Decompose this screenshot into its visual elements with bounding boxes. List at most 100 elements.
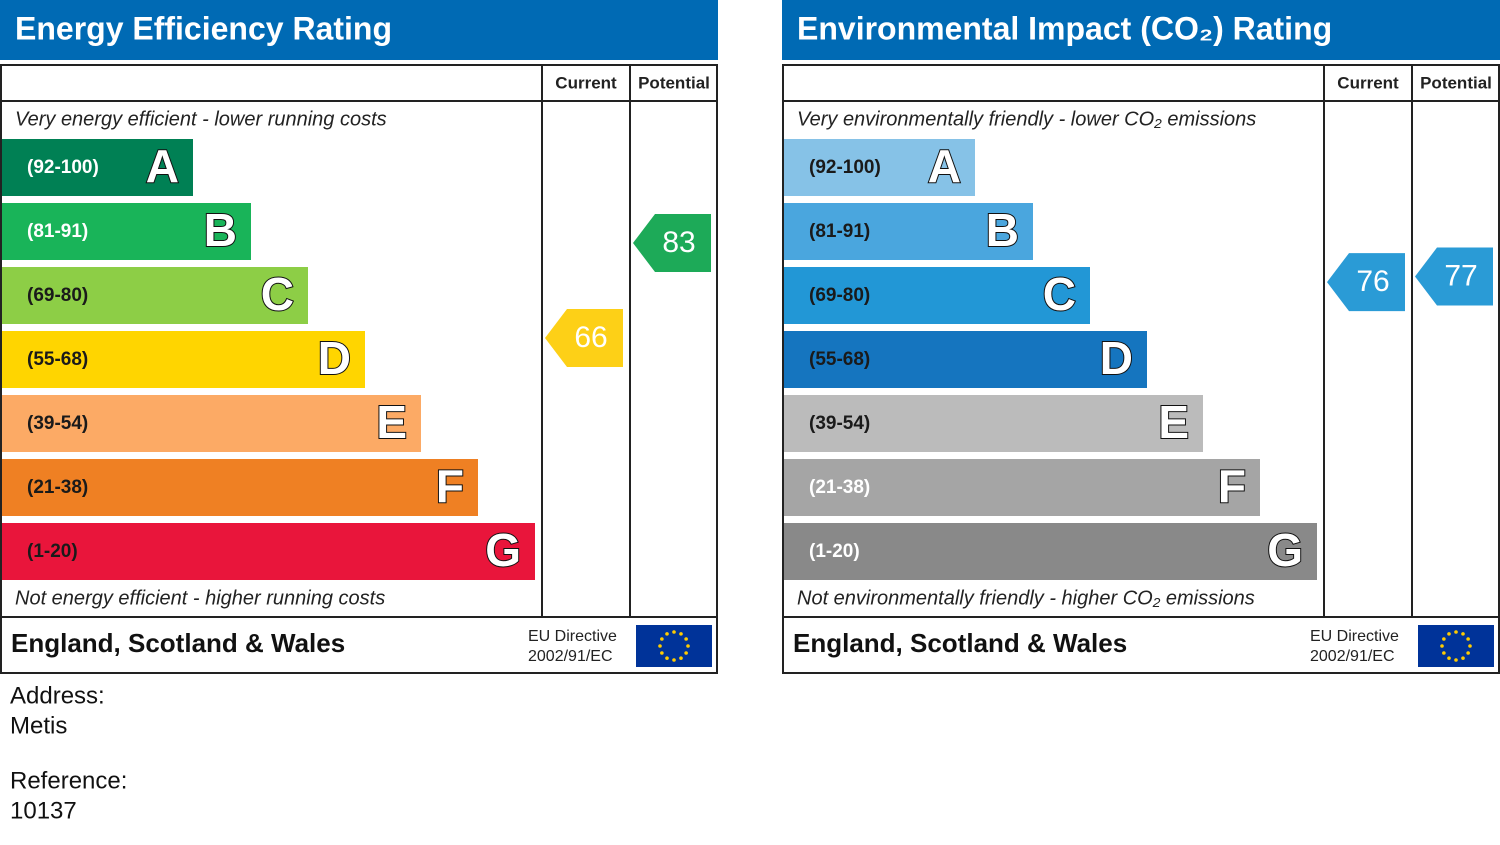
rating-arrow xyxy=(633,214,711,272)
eu-star xyxy=(1447,656,1451,660)
title-bar xyxy=(782,0,1500,60)
rating-band xyxy=(784,523,1317,580)
eu-star xyxy=(684,651,688,655)
band-range: (69-80) xyxy=(809,285,870,306)
rating-band xyxy=(2,331,365,388)
rating-panel: Energy Efficiency Rating Current Potential… xyxy=(0,0,718,674)
eu-star xyxy=(660,651,664,655)
eu-star xyxy=(1461,656,1465,660)
eu-star xyxy=(1466,637,1470,641)
rating-band xyxy=(2,523,535,580)
band-range: (92-100) xyxy=(809,157,881,178)
column-header: Potential xyxy=(638,73,710,92)
rating-band xyxy=(784,395,1203,452)
eu-star xyxy=(686,644,690,648)
band-letter: A xyxy=(928,140,961,192)
rating-band xyxy=(784,331,1147,388)
band-range: (81-91) xyxy=(27,221,88,242)
column-header: Current xyxy=(555,73,617,92)
info-value: Metis xyxy=(10,712,67,739)
frame xyxy=(0,64,718,674)
band-letter: E xyxy=(376,396,407,448)
rating-arrow xyxy=(545,309,623,368)
top-note: Very environmentally friendly - lower CO… xyxy=(797,108,1256,130)
band-range: (81-91) xyxy=(809,221,870,242)
band-letter: G xyxy=(485,524,521,576)
band-letter: A xyxy=(146,140,179,192)
panel-title: Energy Efficiency Rating xyxy=(15,10,392,46)
directive: 2002/91/EC xyxy=(528,648,613,665)
band-range: (21-38) xyxy=(809,477,870,498)
info-label: Reference: xyxy=(10,767,127,794)
rating-band xyxy=(784,459,1260,516)
eu-star xyxy=(660,637,664,641)
band-letter: B xyxy=(204,204,237,256)
title-bar xyxy=(0,0,718,60)
eu-star xyxy=(1447,632,1451,636)
rating-band xyxy=(784,139,975,196)
panel-title: Environmental Impact (CO₂) Rating xyxy=(797,10,1332,46)
bottom-note: Not energy efficient - higher running co… xyxy=(15,587,385,609)
directive: 2002/91/EC xyxy=(1310,648,1395,665)
band-letter: F xyxy=(436,460,464,512)
band-letter: E xyxy=(1158,396,1189,448)
rating-value: 83 xyxy=(662,226,695,259)
eu-star xyxy=(1468,644,1472,648)
band-range: (55-68) xyxy=(27,349,88,370)
band-range: (69-80) xyxy=(27,285,88,306)
band-letter: F xyxy=(1218,460,1246,512)
band-range: (92-100) xyxy=(27,157,99,178)
column-header: Current xyxy=(1337,73,1399,92)
rating-value: 77 xyxy=(1444,259,1477,292)
eu-star xyxy=(679,632,683,636)
band-range: (39-54) xyxy=(27,413,88,434)
rating-band xyxy=(784,267,1090,324)
band-letter: G xyxy=(1267,524,1303,576)
band-letter: D xyxy=(318,332,351,384)
eu-star xyxy=(1461,632,1465,636)
band-range: (21-38) xyxy=(27,477,88,498)
band-range: (1-20) xyxy=(27,541,78,562)
eu-star xyxy=(665,632,669,636)
eu-star xyxy=(672,658,676,662)
info-value: 10137 xyxy=(10,797,77,824)
rating-band xyxy=(2,395,421,452)
rating-band xyxy=(784,203,1033,260)
band-range: (39-54) xyxy=(809,413,870,434)
band-letter: D xyxy=(1100,332,1133,384)
rating-band xyxy=(2,203,251,260)
rating-value: 76 xyxy=(1356,265,1389,298)
rating-band xyxy=(2,267,308,324)
band-letter: C xyxy=(1043,268,1076,320)
eu-star xyxy=(679,656,683,660)
rating-band xyxy=(2,459,478,516)
eu-star xyxy=(672,630,676,634)
rating-band xyxy=(2,139,193,196)
rating-panel: Environmental Impact (CO₂) Rating Current… xyxy=(782,0,1500,674)
band-range: (55-68) xyxy=(809,349,870,370)
band-letter: B xyxy=(986,204,1019,256)
eu-star xyxy=(665,656,669,660)
eu-star xyxy=(1440,644,1444,648)
directive: EU Directive xyxy=(528,628,617,645)
column-header: Potential xyxy=(1420,73,1492,92)
eu-star xyxy=(1442,651,1446,655)
eu-star xyxy=(1454,658,1458,662)
eu-star xyxy=(658,644,662,648)
directive: EU Directive xyxy=(1310,628,1399,645)
eu-star xyxy=(1454,630,1458,634)
info-label: Address: xyxy=(10,682,105,709)
rating-value: 66 xyxy=(574,321,607,354)
bottom-note: Not environmentally friendly - higher CO… xyxy=(797,587,1255,609)
band-letter: C xyxy=(261,268,294,320)
frame xyxy=(782,64,1500,674)
rating-arrow xyxy=(1415,247,1493,306)
region: England, Scotland & Wales xyxy=(793,628,1127,658)
eu-star xyxy=(1442,637,1446,641)
band-range: (1-20) xyxy=(809,541,860,562)
eu-star xyxy=(1466,651,1470,655)
eu-star xyxy=(684,637,688,641)
region: England, Scotland & Wales xyxy=(11,628,345,658)
